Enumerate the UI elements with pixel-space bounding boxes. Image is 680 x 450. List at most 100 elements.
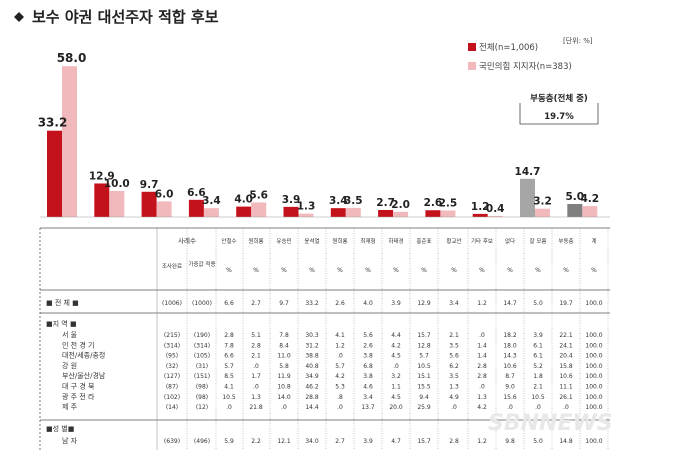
table-cell: 1.2 (335, 342, 345, 349)
table-cell: 3.9 (533, 332, 543, 339)
table-cell: 3.8 (363, 373, 373, 380)
table-cell: .8 (337, 394, 343, 401)
table-cell: (14) (166, 404, 178, 411)
table-cell: 2.1 (251, 353, 261, 360)
table-cell: 34.9 (305, 373, 319, 380)
table-cell: (87) (166, 384, 178, 391)
table-subheader-pct: % (591, 267, 597, 274)
table-cell: (314) (164, 342, 180, 349)
table-header-1: 안철수 (221, 237, 236, 245)
table-cell: 6.2 (449, 363, 459, 370)
table-cell: 5.3 (335, 384, 345, 391)
table-cell: 100.0 (585, 438, 602, 445)
table-cell: 100.0 (585, 300, 602, 307)
table-cell: 34.0 (305, 438, 319, 445)
table-cell: (98) (196, 384, 208, 391)
diamond-bullet-icon (14, 12, 24, 22)
table-subheader-pct: % (226, 267, 232, 274)
table-cell: 5.6 (363, 332, 373, 339)
table-header-5: 원희룡 (332, 237, 347, 245)
table-cell: 1.1 (391, 384, 401, 391)
bar-series-2-12 (582, 206, 598, 217)
table-subheader-pct: % (337, 267, 343, 274)
table-cell: 8.5 (224, 373, 234, 380)
bar-series-2-6 (298, 213, 314, 217)
table-cell: (639) (164, 438, 180, 445)
table-cell: 2.6 (335, 300, 345, 307)
table-cell: 5.9 (224, 438, 234, 445)
table-cell: 2.7 (251, 300, 261, 307)
bar-series-1-12 (567, 204, 583, 217)
table-subheader-pct: % (281, 267, 287, 274)
table-cell: 1.4 (477, 353, 487, 360)
data-label-series-1-12: 5.0 (565, 191, 584, 203)
table-cell: .0 (451, 404, 457, 411)
table-cell: (105) (194, 353, 210, 360)
table-cell: 25.9 (417, 404, 431, 411)
table-cell: 4.5 (391, 394, 401, 401)
legend-swatch-series-2 (468, 62, 476, 70)
table-cell: 15.5 (417, 384, 431, 391)
table-cell: (1006) (162, 300, 182, 307)
table-cell: 15.1 (417, 373, 431, 380)
table-cell: 9.4 (419, 394, 429, 401)
table-subheader-pct: % (421, 267, 427, 274)
table-cell: 2.8 (224, 332, 234, 339)
table-cell: 19.7 (559, 300, 573, 307)
table-cell: 5.2 (533, 363, 543, 370)
bar-series-2-8 (393, 211, 409, 217)
table-header-13: 부동층 (558, 237, 573, 245)
table-cell: 30.3 (305, 332, 319, 339)
table-cell: (496) (194, 438, 210, 445)
table-cell: .0 (507, 404, 513, 411)
data-label-series-1-9: 2.6 (424, 197, 443, 209)
table-cell: 12.9 (417, 300, 431, 307)
bar-series-2-11 (535, 208, 550, 217)
table-cell: 100.0 (585, 384, 602, 391)
table-cell: 100.0 (585, 342, 602, 349)
table-cell: 5.6 (449, 353, 459, 360)
bar-series-1-6 (283, 206, 299, 217)
bar-series-1-3 (141, 191, 157, 217)
table-cell: (32) (166, 363, 178, 370)
watermark-text: SBNNEWS (488, 411, 613, 436)
table-header-10: 기타 후보 (471, 237, 493, 245)
table-cell: 14.7 (503, 300, 517, 307)
table-cell: 40.8 (305, 363, 319, 370)
table-cell: 8.7 (505, 373, 515, 380)
table-row-region-label: 대전/세종/충청 (62, 351, 105, 360)
table-cell: 5.1 (251, 332, 261, 339)
table-cell: 8.4 (279, 342, 289, 349)
legend-swatch-series-1 (468, 43, 476, 51)
bar-series-2-10 (487, 215, 503, 217)
table-cell: 4.7 (391, 438, 401, 445)
table-cell: 46.2 (305, 384, 319, 391)
table-cell: 3.4 (449, 300, 459, 307)
table-cell: 2.8 (251, 342, 261, 349)
table-cell: 1.3 (251, 394, 261, 401)
table-cell: 1.2 (477, 300, 487, 307)
data-label-series-1-11: 14.7 (515, 166, 541, 178)
bar-series-2-9 (440, 210, 456, 217)
table-cell: 4.0 (363, 300, 373, 307)
data-label-series-1-5: 4.0 (234, 194, 253, 206)
table-cell: 4.2 (391, 342, 401, 349)
data-label-series-1-6: 3.9 (282, 194, 301, 206)
table-cell: .0 (337, 353, 343, 360)
table-cell: (314) (194, 342, 210, 349)
table-cell: 100.0 (585, 332, 602, 339)
table-cell: 10.8 (277, 384, 291, 391)
table-row-region-label: 부산/울산/경남 (62, 371, 106, 380)
data-label-series-1-2: 12.9 (89, 170, 115, 182)
table-cell: 1.3 (477, 394, 487, 401)
table-header-12: 잘 모름 (530, 237, 547, 245)
table-cell: 3.9 (363, 438, 373, 445)
table-header-9: 황교안 (446, 237, 461, 245)
table-cell: 100.0 (585, 353, 602, 360)
data-label-series-2-2: 10.0 (104, 178, 130, 190)
table-cell: .0 (393, 363, 399, 370)
data-label-series-2-4: 3.4 (202, 195, 221, 207)
table-cell: 2.2 (251, 438, 261, 445)
table-cell: 5.0 (533, 300, 543, 307)
table-cell: 18.0 (503, 342, 517, 349)
